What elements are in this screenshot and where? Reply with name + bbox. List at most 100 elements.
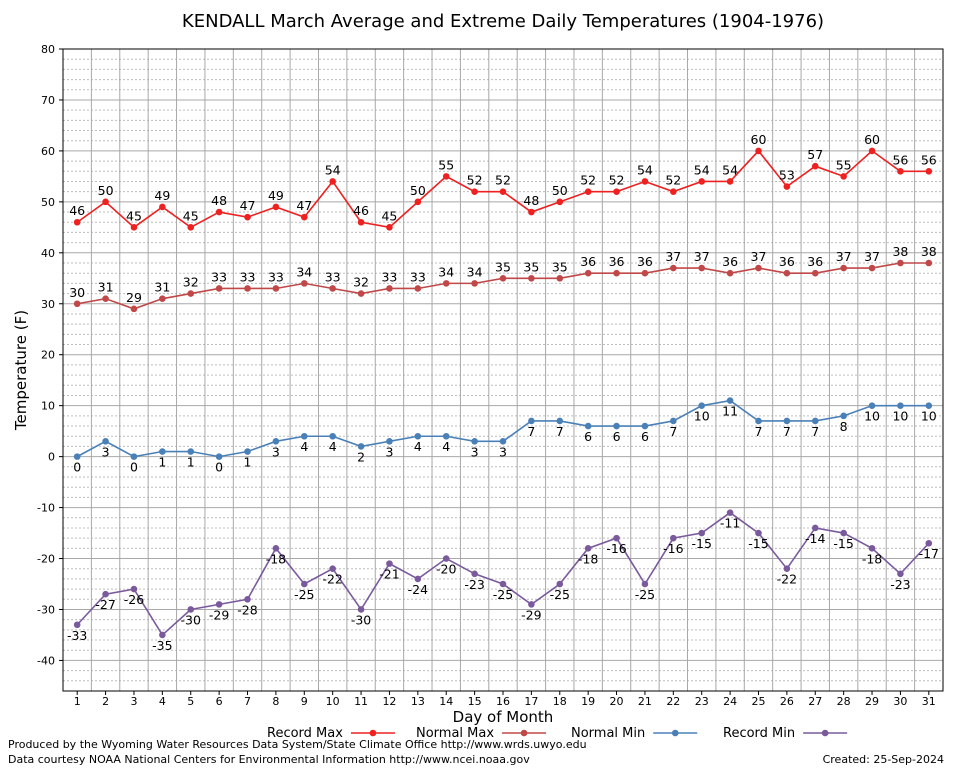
data-label-normal-min: 3 [272, 444, 280, 459]
data-label-record-min: -15 [833, 536, 853, 551]
y-tick-label: 40 [41, 247, 55, 260]
data-point-record-max [329, 178, 336, 185]
data-point-normal-min [755, 417, 762, 425]
data-point-record-max [159, 203, 166, 211]
data-point-normal-min [925, 402, 933, 409]
data-point-record-min [244, 595, 251, 603]
data-point-record-max [641, 178, 649, 185]
x-tick-label: 3 [130, 695, 137, 708]
data-point-record-min [528, 601, 535, 608]
data-point-normal-max [897, 259, 904, 267]
y-tick-label: 10 [41, 400, 55, 413]
data-label-record-max: 52 [580, 173, 596, 188]
data-point-record-max [357, 218, 365, 226]
data-label-record-max: 56 [921, 152, 937, 167]
y-tick-label: 70 [41, 94, 55, 107]
data-label-normal-min: 7 [527, 424, 535, 439]
legend-label: Normal Max [416, 726, 494, 741]
data-label-record-min: -16 [663, 541, 683, 556]
data-point-record-min [698, 529, 706, 537]
data-label-record-max: 55 [836, 157, 852, 172]
data-label-record-max: 45 [183, 208, 199, 223]
data-point-normal-max [357, 290, 365, 297]
data-label-record-min: -23 [890, 577, 910, 592]
data-point-record-max [414, 198, 422, 206]
x-tick-label: 19 [581, 695, 595, 708]
data-label-normal-min: 7 [556, 424, 564, 439]
data-point-record-min [102, 590, 109, 598]
data-point-record-min [641, 580, 649, 588]
chart-title: KENDALL March Average and Extreme Daily … [182, 11, 824, 32]
x-tick-label: 22 [666, 695, 680, 708]
data-point-record-min [130, 585, 138, 593]
data-label-record-min: -25 [635, 587, 655, 602]
data-label-normal-min: 10 [921, 409, 937, 424]
data-label-normal-max: 38 [921, 244, 937, 259]
data-label-record-min: -29 [521, 607, 541, 622]
data-label-record-min: -17 [919, 546, 939, 561]
data-point-record-min [272, 545, 280, 552]
data-point-normal-min [187, 448, 195, 455]
data-point-record-min [499, 580, 507, 588]
data-point-normal-min [783, 417, 791, 425]
data-point-record-max [187, 224, 195, 231]
data-label-normal-max: 37 [665, 249, 681, 264]
x-tick-label: 24 [723, 695, 737, 708]
x-tick-label: 12 [382, 695, 396, 708]
data-label-normal-min: 4 [300, 439, 308, 454]
data-point-normal-min [698, 402, 706, 409]
data-point-record-min [300, 580, 308, 588]
data-point-normal-max [925, 259, 933, 267]
x-tick-label: 14 [439, 695, 453, 708]
x-tick-label: 11 [354, 695, 368, 708]
data-point-record-min [329, 565, 336, 573]
data-label-normal-min: 4 [414, 439, 422, 454]
data-label-normal-max: 36 [609, 254, 625, 269]
x-tick-label: 9 [301, 695, 308, 708]
data-label-record-max: 60 [751, 132, 767, 147]
data-point-normal-min [102, 438, 109, 445]
data-point-record-max [215, 208, 223, 216]
x-tick-label: 25 [751, 695, 765, 708]
data-label-record-max: 46 [69, 203, 85, 218]
data-label-record-min: -22 [777, 572, 797, 587]
data-label-record-max: 57 [807, 147, 823, 162]
y-tick-label: -20 [37, 553, 55, 566]
data-point-normal-min [130, 453, 138, 460]
data-label-normal-max: 32 [353, 275, 369, 290]
x-tick-label: 6 [216, 695, 223, 708]
data-label-normal-max: 37 [864, 249, 880, 264]
data-label-normal-max: 31 [154, 280, 170, 295]
y-tick-label: 20 [41, 349, 55, 362]
data-label-record-max: 54 [637, 162, 653, 177]
data-point-normal-max [159, 295, 166, 302]
legend: Record Max Normal Max Normal Min Record Min [267, 726, 848, 741]
data-point-record-max [499, 188, 507, 195]
y-tick-label: 0 [48, 451, 55, 464]
data-point-normal-max [755, 264, 762, 272]
data-point-normal-min [528, 417, 535, 425]
footer-created-date: Created: 25-Sep-2024 [823, 753, 944, 766]
data-label-normal-max: 35 [552, 259, 568, 274]
data-label-record-min: -16 [606, 541, 626, 556]
data-point-record-max [471, 188, 478, 195]
legend-marker [671, 729, 679, 737]
data-label-record-min: -23 [464, 577, 484, 592]
data-point-normal-min [73, 453, 81, 460]
data-label-record-min: -29 [209, 607, 229, 622]
data-label-normal-min: 6 [613, 429, 621, 444]
data-label-record-max: 50 [552, 183, 568, 198]
data-label-normal-min: 8 [840, 419, 848, 434]
data-point-normal-max [811, 269, 819, 277]
y-tick-label: 60 [41, 145, 55, 158]
data-point-record-min [442, 555, 450, 562]
x-tick-label: 27 [808, 695, 822, 708]
x-tick-label: 16 [496, 695, 510, 708]
footer-produced-by: Produced by the Wyoming Water Resources … [8, 738, 587, 751]
data-point-record-max [130, 224, 138, 231]
data-point-normal-max [783, 269, 791, 277]
legend-label: Normal Min [571, 726, 645, 741]
data-label-record-min: -26 [124, 592, 144, 607]
data-label-record-max: 47 [240, 198, 256, 213]
